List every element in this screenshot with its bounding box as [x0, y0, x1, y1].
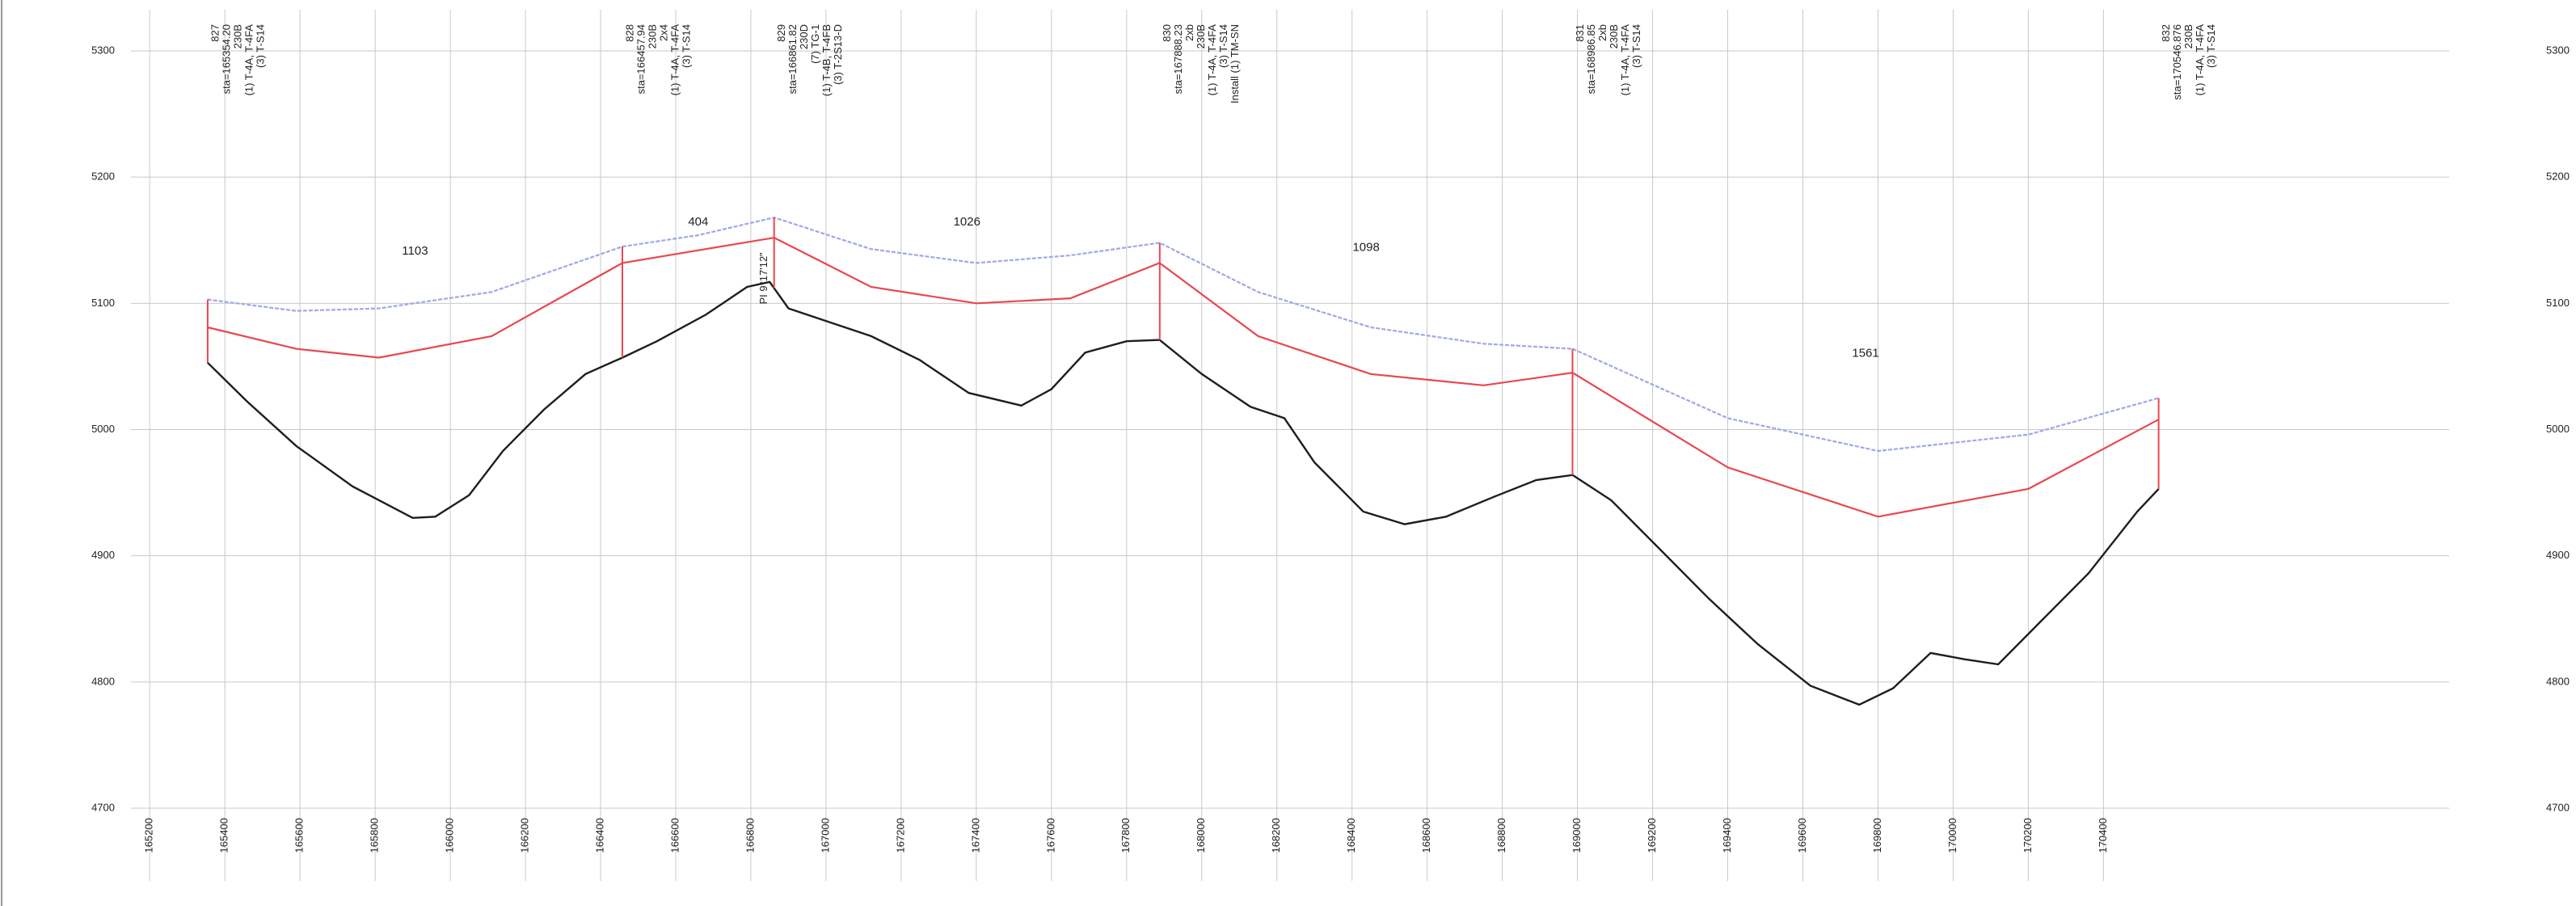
y-tick-label-right: 4700: [2546, 801, 2570, 813]
x-tick-label: 167000: [819, 818, 831, 853]
x-tick-label: 167200: [894, 818, 906, 853]
tower-label: (3) T-2S13-D: [832, 24, 844, 85]
tower-label: 830: [1161, 24, 1173, 42]
x-tick-label: 166000: [444, 818, 456, 853]
span-length: 1026: [954, 215, 980, 229]
tower-label: (3) T-S14: [254, 24, 266, 68]
x-tick-label: 169400: [1721, 818, 1733, 853]
span-length: 404: [688, 215, 708, 229]
x-tick-label: 168200: [1270, 818, 1282, 853]
x-tick-label: 168400: [1345, 818, 1357, 853]
x-tick-label: 167400: [969, 818, 981, 853]
tower-label: sta=170546.876: [2171, 24, 2183, 100]
x-tick-label: 169000: [1570, 818, 1583, 853]
x-tick-label: 166200: [519, 818, 531, 853]
tower-label: sta=165354.20: [220, 24, 232, 94]
tower-label: sta=166861.82: [786, 24, 799, 94]
x-tick-label: 168800: [1495, 818, 1507, 853]
x-tick-label: 165800: [369, 818, 381, 853]
y-tick-label: 5200: [91, 171, 115, 183]
tower-label: 230B: [2182, 24, 2194, 48]
tower-label: 2x4: [657, 24, 669, 41]
tower-label: 230B: [1195, 24, 1207, 48]
tower-label: 827: [209, 24, 221, 42]
tower-label: 828: [623, 24, 635, 42]
x-tick-label: 165200: [143, 818, 155, 853]
x-tick-label: 167600: [1044, 818, 1056, 853]
tower-label: 832: [2160, 24, 2172, 42]
tower-label: 2xb: [1183, 24, 1195, 41]
x-tick-label: 165600: [293, 818, 306, 853]
tower-label: (1) T-4A, T-4FA: [2194, 24, 2206, 96]
y-tick-label-right: 4800: [2546, 675, 2570, 687]
x-tick-label: 166600: [668, 818, 681, 853]
tower-label: 230D: [798, 24, 810, 49]
tower-label: (1) T-4A, T-4FA: [1206, 24, 1218, 96]
span-length: 1098: [1352, 240, 1379, 254]
tower-label: sta=167888.23: [1172, 24, 1184, 94]
tower-label: 2xb: [1596, 24, 1608, 41]
x-tick-label: 169800: [1871, 818, 1883, 853]
y-tick-label: 5000: [91, 423, 115, 435]
conductor-curve: [207, 236, 2160, 518]
x-tick-label: 168000: [1195, 818, 1207, 853]
tower-label: (3) T-S14: [1217, 24, 1229, 68]
tower-label: sta=168986.85: [1585, 24, 1597, 94]
y-tick-label: 4800: [91, 675, 115, 687]
tower-label: (3) T-S14: [680, 24, 692, 68]
x-tick-label: 166400: [593, 818, 605, 853]
x-tick-label: 170000: [1946, 818, 1958, 853]
tower-label: (7) TG-1: [809, 24, 821, 64]
tower-label: sta=166457.94: [635, 24, 647, 94]
x-tick-label: 169600: [1796, 818, 1808, 853]
y-tick-label-right: 5100: [2546, 297, 2570, 309]
y-tick-label: 5100: [91, 297, 115, 309]
tower-label: 831: [1574, 24, 1586, 42]
tower-label: 230B: [646, 24, 658, 48]
x-tick-label: 169200: [1646, 818, 1658, 853]
tower-label: (3) T-S14: [1630, 24, 1642, 68]
tower-label: 829: [775, 24, 787, 42]
x-tick-label: 167800: [1119, 818, 1132, 853]
tower-label: Install (1) TM-SN: [1229, 24, 1241, 103]
y-tick-label-right: 5300: [2546, 44, 2570, 56]
tower-label: (1) T-4A, T-4FA: [242, 24, 255, 96]
tower-label: (1) T-4A, T-4FA: [1619, 24, 1631, 96]
x-tick-label: 165400: [218, 818, 230, 853]
tower-label: (1) T-4A, T-4FA: [668, 24, 681, 96]
tower-label: (3) T-S14: [2205, 24, 2217, 68]
pi-label: PI 9°17'12": [757, 252, 769, 305]
conductor-curve: [207, 216, 2159, 453]
y-tick-label-right: 4900: [2546, 549, 2570, 561]
tower-label: (1) T-4B, T-4FB: [820, 24, 833, 96]
tower-label: 230B: [1608, 24, 1620, 48]
span-length: 1561: [1852, 347, 1878, 360]
y-tick-label: 4700: [91, 801, 115, 813]
y-tick-label-right: 5000: [2546, 423, 2570, 435]
x-tick-label: 170400: [2097, 818, 2109, 853]
x-tick-label: 166800: [744, 818, 756, 853]
x-tick-label: 168600: [1420, 818, 1432, 853]
tower-label: 230B: [231, 24, 243, 48]
y-tick-label-right: 5200: [2546, 171, 2570, 183]
y-tick-label: 5300: [91, 44, 115, 56]
span-length: 1103: [402, 244, 428, 258]
y-tick-label: 4900: [91, 549, 115, 561]
x-tick-label: 170200: [2022, 818, 2034, 853]
